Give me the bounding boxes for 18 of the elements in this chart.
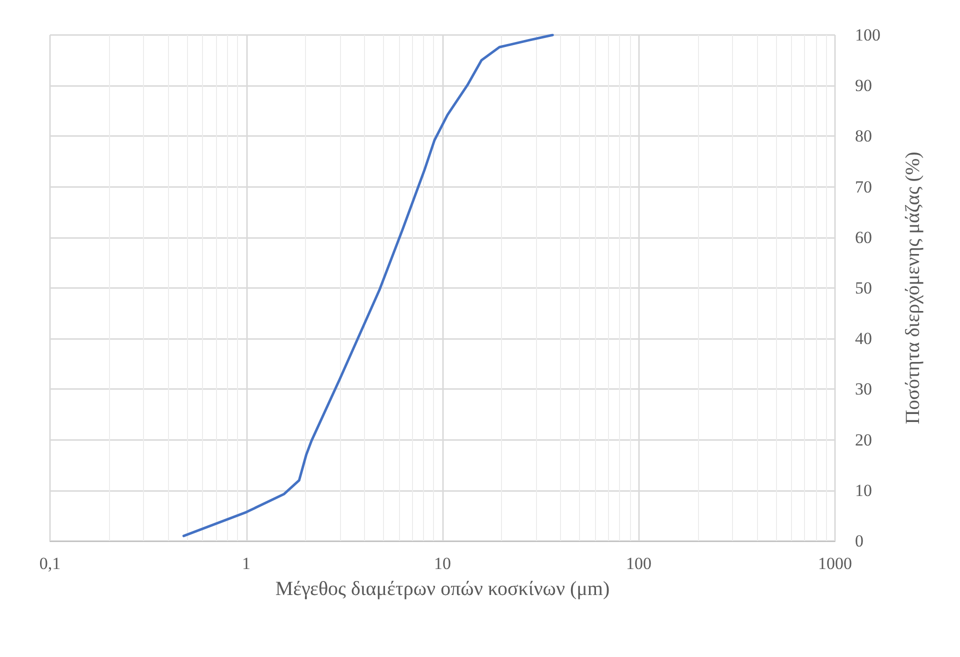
y-tick-label: 50 — [855, 278, 872, 298]
y-tick-label: 10 — [855, 480, 872, 500]
x-tick-label: 100 — [626, 554, 652, 573]
x-tick-label: 1 — [242, 554, 250, 573]
y-tick-label: 30 — [855, 380, 872, 399]
x-tick-label: 0,1 — [39, 554, 61, 573]
x-axis-title: Μέγεθος διαμέτρων οπών κοσκίνων (μm) — [275, 578, 610, 600]
y-tick-label: 80 — [855, 126, 872, 146]
y-axis-title: Ποσότητα διερχόμενης μάζας (%) — [902, 152, 924, 424]
y-tick-label: 20 — [855, 430, 872, 450]
y-tick-label: 70 — [855, 177, 872, 196]
y-tick-label: 60 — [855, 228, 872, 247]
y-tick-label: 90 — [855, 76, 872, 96]
x-tick-label: 10 — [434, 554, 451, 573]
y-tick-label: 0 — [855, 532, 864, 550]
y-tick-label: 100 — [855, 26, 880, 44]
y-tick-label: 40 — [855, 329, 872, 348]
x-tick-label: 1000 — [818, 554, 852, 573]
